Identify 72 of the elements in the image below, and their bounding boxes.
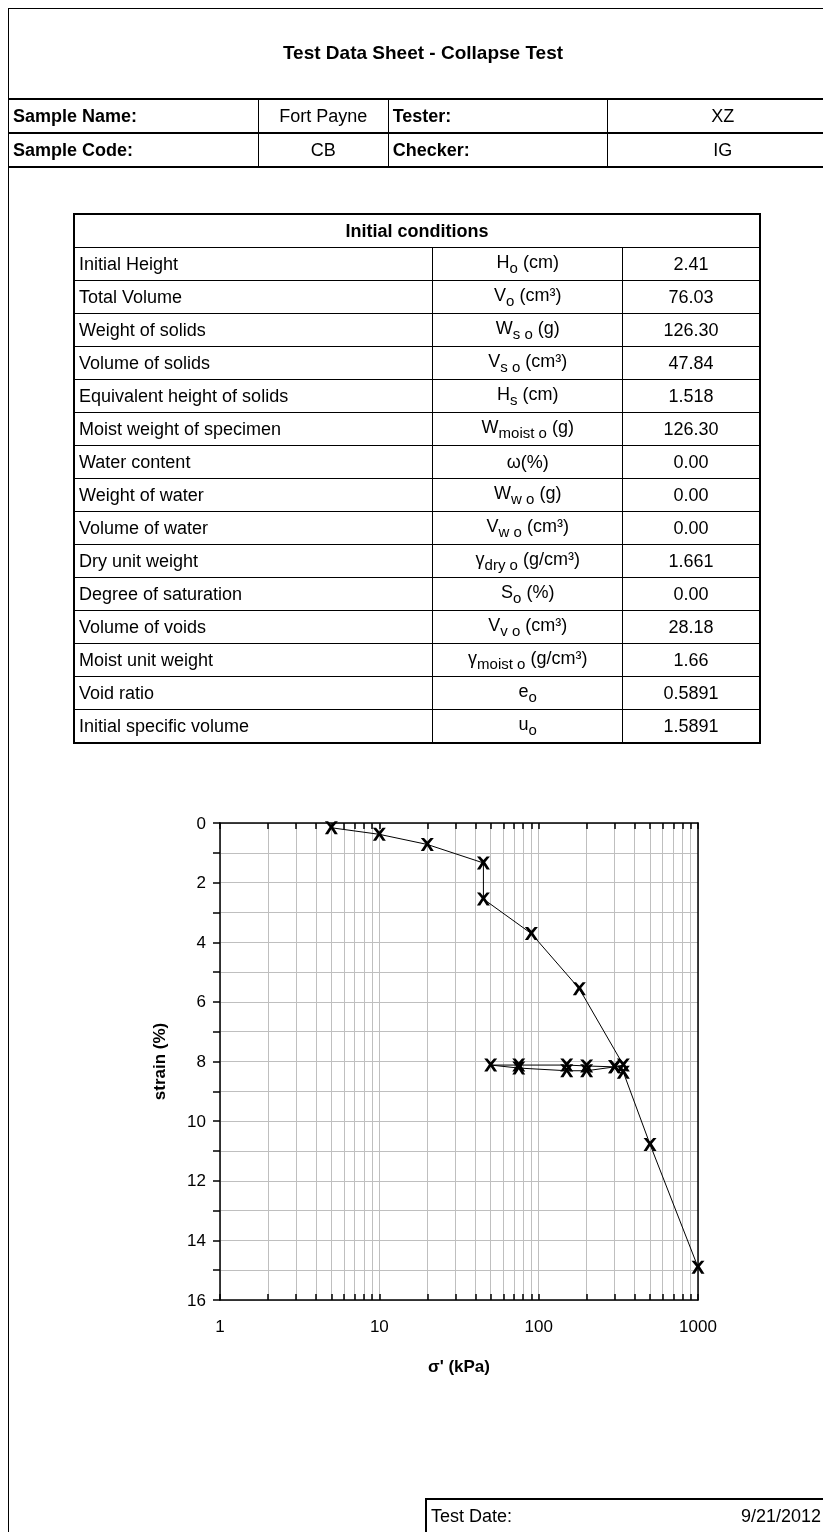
text: 1.66 <box>622 643 760 677</box>
x-tick-label: 1000 <box>679 1317 717 1336</box>
y-axis-title: strain (%) <box>150 1022 169 1101</box>
text: Fort Payne <box>258 99 389 133</box>
text: 0.00 <box>622 577 760 611</box>
text: Sample Name: <box>8 99 259 133</box>
x-tick-label: 1 <box>215 1317 225 1336</box>
text: V$_{v o}$ (cm³) <box>432 610 623 644</box>
text: 0.00 <box>622 511 760 545</box>
y-tick-label: 12 <box>187 1171 206 1191</box>
text: IG <box>607 133 823 167</box>
text: Tester: <box>388 99 608 133</box>
text: Dry unit weight <box>74 544 433 578</box>
text: W$_{w o}$ (g) <box>432 478 623 512</box>
y-tick-label: 16 <box>187 1290 206 1310</box>
text: V$_{o}$ (cm³) <box>432 280 623 314</box>
y-tick-label: 8 <box>196 1052 206 1071</box>
text: 9/21/2012 <box>595 1499 823 1532</box>
text: Water content <box>74 445 433 479</box>
text: 0.00 <box>622 478 760 512</box>
text: Volume of solids <box>74 346 433 380</box>
text: 1.518 <box>622 379 760 413</box>
text: 0.00 <box>622 445 760 479</box>
text: 47.84 <box>622 346 760 380</box>
text: Degree of saturation <box>74 577 433 611</box>
text: 1.661 <box>622 544 760 578</box>
text: Initial Height <box>74 247 433 281</box>
text: Initial specific volume <box>74 709 433 743</box>
text: XZ <box>607 99 823 133</box>
text: Test Data Sheet - Collapse Test <box>281 41 565 65</box>
x-tick-label: 100 <box>524 1317 553 1336</box>
text: u$_{o}$ <box>432 709 623 743</box>
text: 126.30 <box>622 412 760 446</box>
y-tick-label: 6 <box>196 992 206 1012</box>
text: ω(%) <box>432 445 623 479</box>
text: Sample Code: <box>8 133 259 167</box>
y-tick-label: 4 <box>196 932 206 952</box>
text: CB <box>258 133 389 167</box>
y-tick-label: 10 <box>187 1111 206 1131</box>
text: Weight of solids <box>74 313 433 347</box>
text: Total Volume <box>74 280 433 314</box>
text: W$_{moist o}$ (g) <box>432 412 623 446</box>
text: Checker: <box>388 133 608 167</box>
text: γ$_{dry o}$ (g/cm³) <box>432 544 623 578</box>
text: S$_{o}$ (%) <box>432 577 623 611</box>
y-tick-label: 14 <box>187 1230 206 1250</box>
text: V$_{s o}$ (cm³) <box>432 346 623 380</box>
x-axis-title: σ' (kPa) <box>428 1357 490 1376</box>
text: Moist unit weight <box>74 643 433 677</box>
x-tick-label: 10 <box>369 1317 389 1336</box>
y-tick-label: 0 <box>196 813 206 833</box>
text: 28.18 <box>622 610 760 644</box>
text: V$_{w o}$ (cm³) <box>432 511 623 545</box>
text: Initial conditions <box>74 214 760 248</box>
text: 1.5891 <box>622 709 760 743</box>
text: Void ratio <box>74 676 433 710</box>
text: 76.03 <box>622 280 760 314</box>
text: e$_{o}$ <box>432 676 623 710</box>
text: Test Date: <box>426 1499 596 1532</box>
text: W$_{s o}$ (g) <box>432 313 623 347</box>
text: 2.41 <box>622 247 760 281</box>
text: 0.5891 <box>622 676 760 710</box>
text: 126.30 <box>622 313 760 347</box>
y-tick-label: 2 <box>196 873 206 893</box>
text: H$_{o}$ (cm) <box>432 247 623 281</box>
text: γ$_{moist o}$ (g/cm³) <box>432 643 623 677</box>
text: Moist weight of specimen <box>74 412 433 446</box>
text: Weight of water <box>74 478 433 512</box>
text: H$_{s}$ (cm) <box>432 379 623 413</box>
text: Volume of voids <box>74 610 433 644</box>
text: Equivalent height of solids <box>74 379 433 413</box>
text: Volume of water <box>74 511 433 545</box>
